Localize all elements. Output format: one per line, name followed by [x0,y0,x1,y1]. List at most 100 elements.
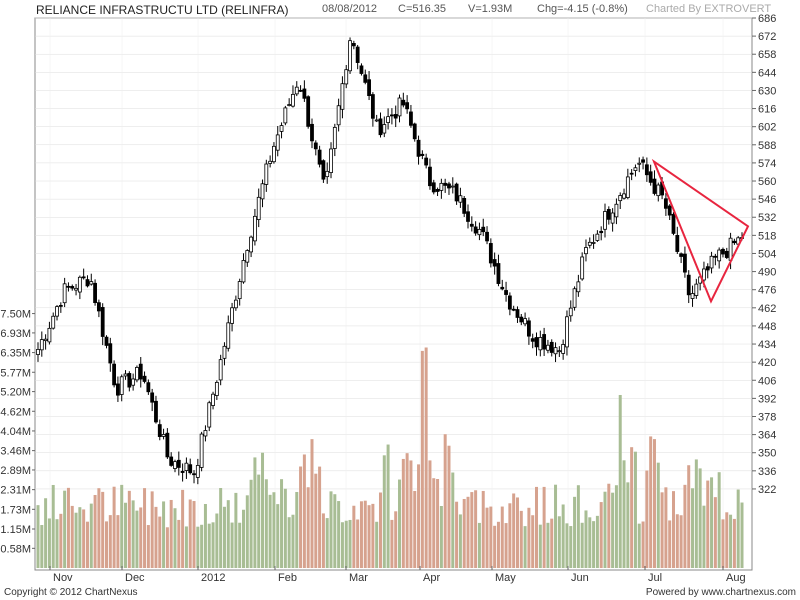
chart-credit: Charted By EXTROVERT [646,3,772,15]
volume-bar [500,506,504,568]
volume-bar [222,506,226,568]
candle-body [732,240,737,244]
volume-bar [135,510,139,568]
candle-body [283,107,288,124]
volume-bar [131,500,135,568]
candle-body [629,172,634,175]
x-tick-label: Jul [648,572,662,584]
candle-body [618,195,623,202]
candle-body [355,46,360,63]
candle-body [332,127,337,149]
candle-body [66,285,71,288]
candle-body [523,318,527,325]
candle-body [85,279,90,287]
volume-bar [272,492,276,568]
candle-body [386,116,390,123]
volume-bar [241,509,245,568]
candle-body [233,299,238,309]
candle-body [485,231,489,242]
volume-bar [428,460,432,568]
candle-body [260,183,265,200]
candle-body [302,88,307,99]
volume-bar [356,519,360,568]
candle-body [287,104,292,106]
candle-body [313,142,318,150]
candle-body [591,242,596,244]
price-tick-label: 462 [758,303,776,315]
volume-bar [230,522,234,568]
volume-bar [238,522,242,568]
chart-header: RELIANCE INFRASTRUCTU LTD (RELINFRA) 08/… [0,0,771,20]
volume-bar [694,459,698,568]
volume-bar [352,505,356,568]
volume-bar [439,506,443,568]
candle-body [500,286,505,290]
candle-body [351,43,356,47]
candle-body [119,376,124,395]
candle-body [230,307,234,324]
candle-body [439,182,444,191]
candle-body [214,381,219,396]
candle-body [637,162,642,165]
candle-body [690,293,695,299]
candle-body [530,338,535,342]
x-tick-label: Nov [53,572,73,584]
candle-body [96,302,101,312]
volume-bar [143,488,147,568]
candle-body [576,281,581,293]
volume-bar [717,472,721,568]
candle-body [81,276,86,279]
volume-bar [485,507,489,568]
candle-body [58,304,63,307]
volume-tick-label: 1.15M [0,524,31,536]
volume-bar [584,510,588,568]
candle-body [116,383,120,396]
candle-body [382,124,387,134]
candle-body [131,378,136,386]
candle-body [420,153,425,156]
volume-bar [630,447,634,568]
price-tick-label: 560 [758,176,776,188]
price-tick-label: 518 [758,230,776,242]
candle-body [203,430,208,437]
close-price: C=516.35 [398,3,447,15]
volume-bar [443,434,447,568]
x-tick-label: Aug [726,572,746,584]
volume-bar [66,487,70,568]
volume-bar [527,507,531,568]
candle-body [325,170,330,178]
volume-bar [295,491,299,568]
candle-body [686,274,691,296]
volume-bar [40,525,44,568]
candle-body [157,424,162,437]
x-tick-label: Jun [571,572,589,584]
volume-bar [302,454,306,568]
volume-bar [656,462,660,568]
volume-bar [546,522,550,568]
candle-body [565,316,569,348]
volume-bar [413,490,417,568]
candle-body [496,263,501,284]
candle-body [104,336,109,346]
candlestick-chart: 686 672 658 644 630 616 602 588 574 560 546 532 518 5… [0,13,776,584]
price-tick-label: 392 [758,393,776,405]
price-tick-label: 644 [758,67,776,79]
candle-body [724,250,729,258]
candle-body [222,345,227,359]
candle-body [291,93,295,107]
powered-by-link[interactable]: Powered by www.chartnexus.com [645,587,796,598]
grid-layer [35,17,752,570]
chart-date: 08/08/2012 [322,3,378,15]
candle-body [405,102,410,110]
candle-body [241,260,246,283]
volume-bar [645,470,649,568]
candle-body [264,163,269,185]
candle-body [477,228,482,236]
volume-bar [436,478,440,568]
price-tick-label: 686 [758,13,776,25]
x-tick-label: Dec [125,572,145,584]
candle-body [679,253,684,257]
candle-body [568,307,573,317]
volume-bar [261,452,265,568]
candle-body [466,211,470,222]
